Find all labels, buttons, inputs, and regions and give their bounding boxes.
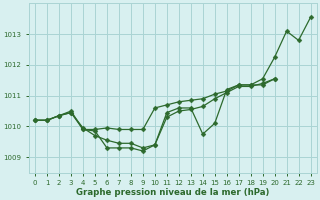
X-axis label: Graphe pression niveau de la mer (hPa): Graphe pression niveau de la mer (hPa) [76,188,269,197]
